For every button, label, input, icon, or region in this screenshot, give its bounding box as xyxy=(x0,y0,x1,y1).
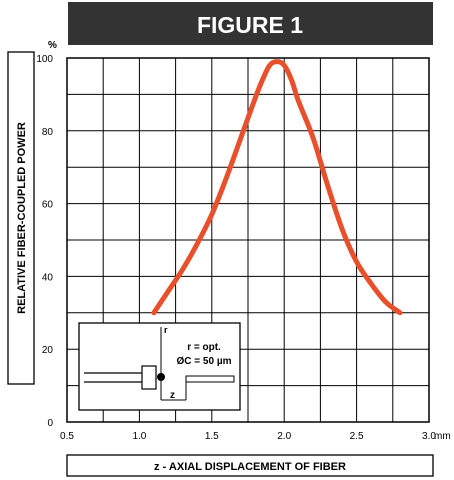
chart-title: FIGURE 1 xyxy=(197,12,303,38)
x-tick-label: 1.5 xyxy=(205,431,219,442)
y-tick-label: 20 xyxy=(42,345,54,356)
x-tick-label: 1.0 xyxy=(132,431,146,442)
y-tick-label: 0 xyxy=(47,418,53,429)
y-tick-labels: 0 20 40 60 80 100 xyxy=(36,54,53,429)
x-unit-label: mm xyxy=(434,431,451,442)
y-tick-label: 80 xyxy=(42,127,54,138)
inset-diameter-label: ØC = 50 µm xyxy=(177,356,232,367)
x-tick-label: 3.0 xyxy=(422,431,436,442)
x-tick-labels: 0.5 1.0 1.5 2.0 2.5 3.0 xyxy=(60,431,436,442)
x-tick-label: 0.5 xyxy=(60,431,74,442)
inset-z-label: z xyxy=(170,390,175,401)
plot-frame xyxy=(66,57,430,423)
title-bar xyxy=(68,2,433,45)
series-line xyxy=(151,59,403,316)
inset-box xyxy=(78,322,241,411)
inset-r-label: r xyxy=(164,325,168,335)
x-tick-label: 2.5 xyxy=(350,431,364,442)
y-unit-label: % xyxy=(48,40,57,51)
inset-emitter-block xyxy=(141,365,157,390)
y-tick-label: 60 xyxy=(42,200,54,211)
y-axis-label-box xyxy=(7,51,35,385)
x-tick-label: 2.0 xyxy=(277,431,291,442)
inset-fiber-end xyxy=(185,375,235,383)
inset-diagram: r r = opt. ØC = 50 µm z xyxy=(78,322,241,411)
x-axis-label: z - AXIAL DISPLACEMENT OF FIBER xyxy=(154,461,346,473)
y-tick-label: 100 xyxy=(36,54,53,65)
inset-r-opt-label: r = opt. xyxy=(187,342,221,353)
y-axis-label: RELATIVE FIBER-COUPLED POWER xyxy=(16,122,28,314)
x-axis-label-box xyxy=(66,454,434,477)
y-tick-label: 40 xyxy=(42,272,54,283)
